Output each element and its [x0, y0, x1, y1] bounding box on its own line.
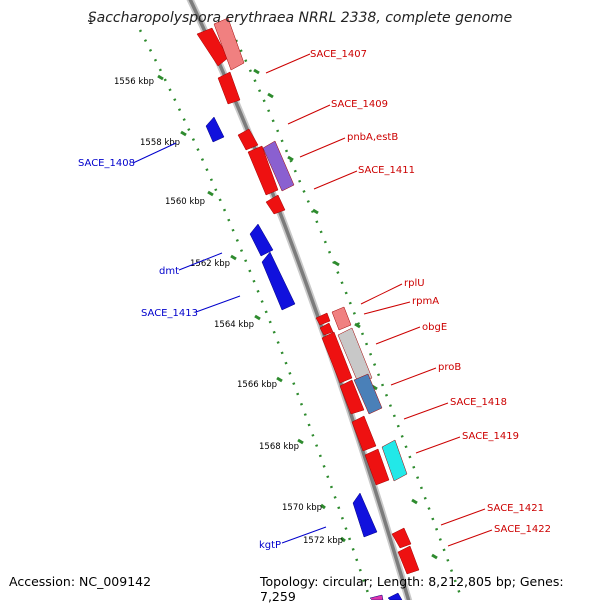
gene-label-forward[interactable]: SACE_1421 [487, 503, 544, 514]
kbp-tick-label: 1562 kbp [190, 259, 230, 269]
gene-arrow[interactable] [391, 527, 412, 549]
gene-arrow[interactable] [387, 592, 403, 600]
gene-arrow[interactable] [315, 312, 331, 326]
forward-genes [196, 17, 420, 575]
gene-arrow[interactable] [337, 327, 373, 386]
gene-arrow[interactable] [261, 251, 296, 311]
kbp-tick-label: 1572 kbp [303, 536, 343, 546]
kbp-tick-label: 1570 kbp [282, 503, 322, 513]
kbp-tick-label: 1558 kbp [140, 138, 180, 148]
inner-major-ticks [157, 74, 346, 543]
gene-label-forward[interactable]: SACE_1411 [358, 165, 415, 176]
gene-label-forward[interactable]: SACE_1407 [310, 49, 367, 60]
gene-arrow[interactable] [331, 306, 352, 331]
gene-arrow[interactable] [352, 492, 378, 538]
accession-text: Accession: NC_009142 [9, 574, 152, 589]
gene-arrow[interactable] [237, 128, 259, 151]
kbp-tick-label: 1566 kbp [237, 380, 277, 390]
gene-arrow[interactable] [213, 17, 245, 71]
forward-leader-lines [265, 53, 493, 547]
gene-arrow[interactable] [217, 71, 241, 105]
reverse-genes [205, 116, 403, 600]
gene-label-forward[interactable]: SACE_1409 [331, 99, 388, 110]
gene-label-forward[interactable]: obgE [422, 322, 447, 333]
gene-arrow[interactable] [364, 448, 390, 486]
kbp-tick-label: 1568 kbp [259, 442, 299, 452]
gene-arrow[interactable] [321, 331, 353, 384]
gene-label-reverse[interactable]: kgtP [259, 540, 281, 551]
map-title: Saccharopolyspora erythraea NRRL 2338, c… [87, 10, 513, 26]
gene-label-forward[interactable]: proB [438, 362, 461, 373]
gene-arrow[interactable] [319, 322, 334, 336]
reverse-leader-lines [132, 142, 327, 544]
gene-arrow[interactable] [381, 439, 408, 482]
gene-label-forward[interactable]: pnbA,estB [347, 132, 398, 143]
gene-arrow[interactable] [265, 194, 286, 215]
gene-arrow[interactable] [247, 145, 279, 196]
gene-arrow[interactable] [397, 545, 420, 575]
gene-label-reverse[interactable]: SACE_1408 [78, 158, 135, 169]
gene-arrow[interactable] [353, 373, 383, 415]
gene-arrow[interactable] [339, 379, 365, 415]
gene-label-forward[interactable]: rplU [404, 278, 425, 289]
gene-arrow[interactable] [205, 116, 225, 143]
gene-arrow[interactable] [249, 223, 274, 257]
gene-label-reverse[interactable]: SACE_1413 [141, 308, 198, 319]
gene-label-forward[interactable]: rpmA [412, 296, 439, 307]
gene-arrow[interactable] [369, 594, 384, 600]
gene-label-forward[interactable]: SACE_1418 [450, 397, 507, 408]
start-tick-label: 1 [88, 17, 93, 27]
kbp-tick-label: 1564 kbp [214, 320, 254, 330]
gene-label-forward[interactable]: SACE_1419 [462, 431, 519, 442]
gene-arrow[interactable] [351, 415, 377, 452]
gene-label-reverse[interactable]: dmt [159, 266, 179, 277]
kbp-tick-label: 1556 kbp [114, 77, 154, 87]
gene-label-forward[interactable]: SACE_1422 [494, 524, 551, 535]
kbp-tick-label: 1560 kbp [165, 197, 205, 207]
gene-arrow[interactable] [262, 140, 295, 192]
